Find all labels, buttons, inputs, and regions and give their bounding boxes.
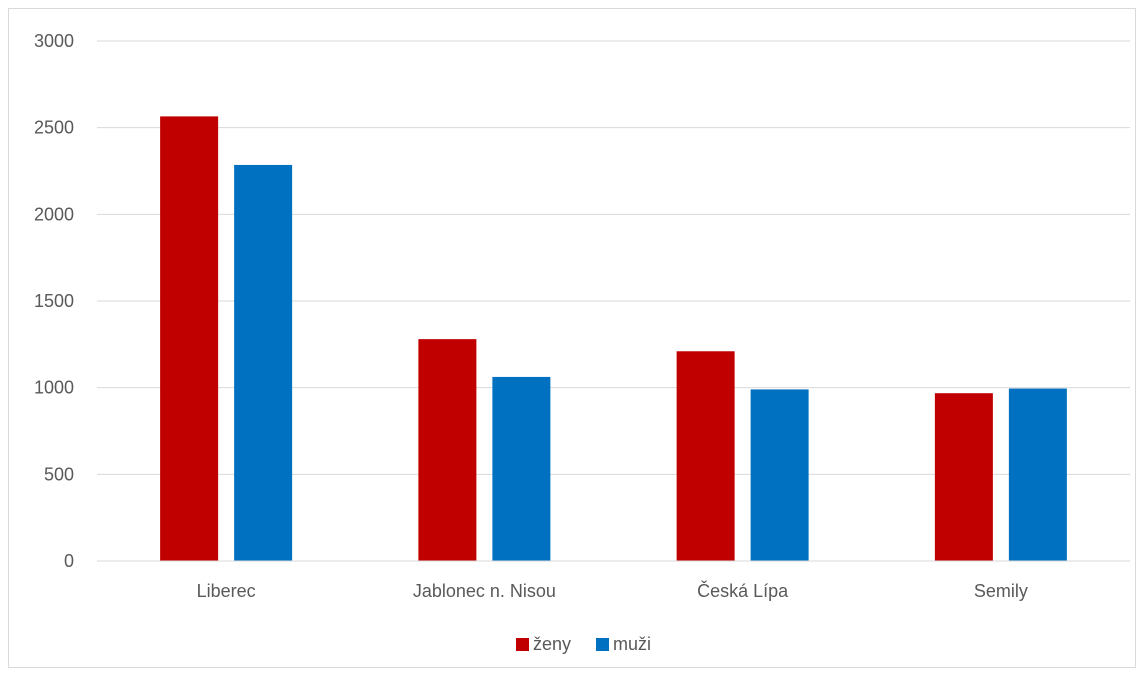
bar-muzi-1 xyxy=(492,376,551,561)
y-tick-label: 1500 xyxy=(34,291,74,311)
bar-zeny-0 xyxy=(160,116,219,562)
bar-zeny-2 xyxy=(676,351,735,561)
legend-swatch xyxy=(516,638,529,651)
legend-label: ženy xyxy=(533,634,571,654)
x-category-label: Jablonec n. Nisou xyxy=(413,581,556,601)
y-tick-label: 0 xyxy=(64,551,74,571)
bar-muzi-3 xyxy=(1008,388,1067,561)
legend-swatch xyxy=(596,638,609,651)
bar-zeny-3 xyxy=(934,393,993,561)
y-tick-label: 500 xyxy=(44,464,74,484)
bars xyxy=(160,116,1067,562)
y-tick-label: 2500 xyxy=(34,118,74,138)
bar-zeny-1 xyxy=(418,339,477,561)
bar-muzi-2 xyxy=(750,389,809,561)
y-tick-label: 2000 xyxy=(34,204,74,224)
legend-label: muži xyxy=(613,634,651,654)
x-category-label: Česká Lípa xyxy=(697,580,789,601)
x-category-label: Semily xyxy=(974,581,1028,601)
bar-muzi-0 xyxy=(234,164,293,561)
y-tick-label: 3000 xyxy=(34,31,74,51)
legend: ženy muži xyxy=(516,634,651,654)
y-axis-tick-labels: 0 500 1000 1500 2000 2500 3000 xyxy=(34,31,74,571)
x-axis-category-labels: Liberec Jablonec n. Nisou Česká Lípa Semily xyxy=(197,580,1028,601)
y-tick-label: 1000 xyxy=(34,378,74,398)
x-category-label: Liberec xyxy=(197,581,256,601)
